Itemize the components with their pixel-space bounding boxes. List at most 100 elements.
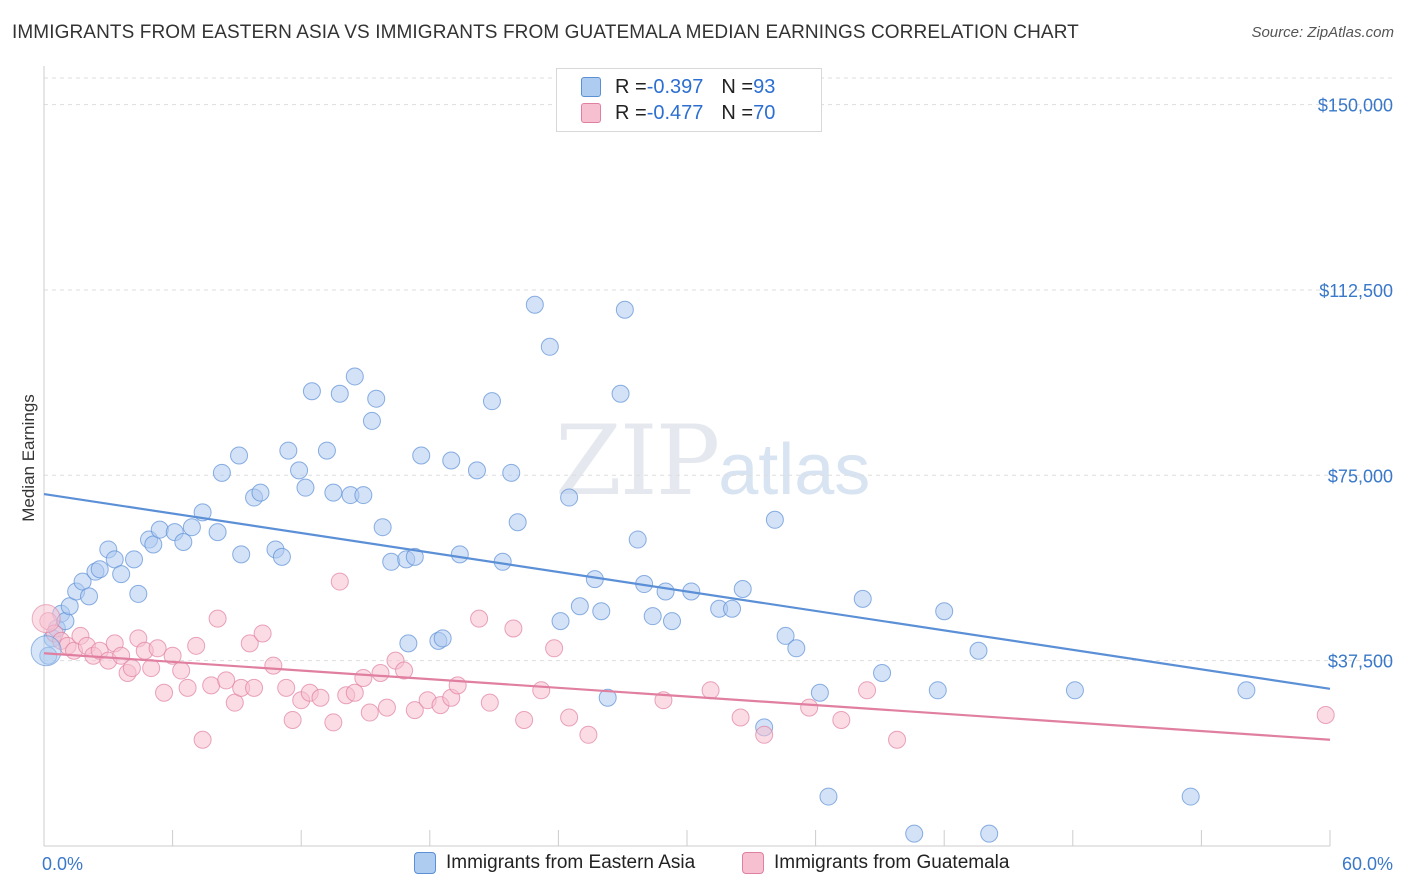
point-guatemala <box>324 713 343 732</box>
point-eastern-asia <box>969 641 988 660</box>
y-tick-label: $112,500 <box>1319 281 1393 301</box>
point-eastern-asia <box>399 634 418 653</box>
stats-legend-row-guatemala: R = -0.477 N = 70 <box>581 101 775 125</box>
point-guatemala <box>217 671 236 690</box>
legend-n-value: 93 <box>753 75 776 98</box>
point-guatemala <box>345 683 364 702</box>
point-eastern-asia <box>230 446 249 465</box>
series-legend-swatch-eastern-asia <box>414 852 436 874</box>
point-guatemala <box>283 710 302 729</box>
point-eastern-asia <box>935 602 954 621</box>
point-eastern-asia <box>1065 681 1084 700</box>
point-eastern-asia <box>125 550 144 569</box>
point-guatemala <box>504 619 523 638</box>
point-guatemala <box>202 676 221 695</box>
point-eastern-asia <box>508 513 527 532</box>
point-guatemala <box>405 701 424 720</box>
point-eastern-asia <box>290 461 309 480</box>
point-eastern-asia <box>182 518 201 537</box>
point-guatemala <box>480 693 499 712</box>
point-eastern-asia <box>296 478 315 497</box>
point-guatemala <box>187 636 206 655</box>
trend-line-eastern-asia <box>43 492 1331 690</box>
point-eastern-asia <box>450 545 469 564</box>
point-eastern-asia <box>174 533 193 552</box>
point-eastern-asia <box>615 300 634 319</box>
point-eastern-asia <box>373 518 392 537</box>
legend-n-label: N = <box>721 101 754 124</box>
point-eastern-asia <box>302 382 321 401</box>
legend-swatch-eastern-asia <box>581 77 601 97</box>
point-guatemala <box>172 661 191 680</box>
legend-swatch-guatemala <box>581 103 601 123</box>
y-axis-label: Median Earnings <box>19 394 38 522</box>
point-guatemala <box>515 710 534 729</box>
point-eastern-asia <box>433 629 452 648</box>
point-eastern-asia <box>853 589 872 608</box>
point-guatemala <box>193 730 212 749</box>
point-eastern-asia <box>129 584 148 603</box>
point-eastern-asia <box>873 664 892 683</box>
point-eastern-asia <box>105 550 124 569</box>
point-eastern-asia <box>502 463 521 482</box>
legend-r-value: -0.477 <box>646 101 704 124</box>
point-eastern-asia <box>442 451 461 470</box>
point-guatemala <box>240 634 259 653</box>
point-guatemala <box>579 725 598 744</box>
point-eastern-asia <box>345 367 364 386</box>
point-eastern-asia <box>560 488 579 507</box>
point-eastern-asia <box>330 384 349 403</box>
point-guatemala <box>142 659 161 678</box>
legend-n-value: 70 <box>753 101 776 124</box>
source-label: Source: ZipAtlas.com <box>1251 24 1394 41</box>
point-guatemala <box>208 609 227 628</box>
point-eastern-asia <box>317 441 336 460</box>
point-guatemala <box>253 624 272 643</box>
point-eastern-asia <box>272 547 291 566</box>
point-eastern-asia <box>382 552 401 571</box>
point-eastern-asia <box>765 510 784 529</box>
series-legend: Immigrants from Eastern Asia Immigrants … <box>0 852 1406 878</box>
x-tick-label: 60.0% <box>1342 854 1393 874</box>
point-eastern-asia <box>279 441 298 460</box>
point-eastern-asia <box>1237 681 1256 700</box>
point-guatemala <box>800 698 819 717</box>
y-tick-label: $150,000 <box>1318 96 1393 116</box>
point-eastern-asia <box>656 582 675 601</box>
point-eastern-asia <box>482 392 501 411</box>
point-eastern-asia <box>819 787 838 806</box>
legend-r-value: -0.397 <box>646 75 704 98</box>
legend-n-label: N = <box>721 75 754 98</box>
point-guatemala <box>532 681 551 700</box>
point-guatemala <box>330 572 349 591</box>
point-guatemala <box>277 678 296 697</box>
point-guatemala <box>311 688 330 707</box>
trend-line-guatemala <box>43 652 1331 741</box>
point-guatemala <box>888 730 907 749</box>
point-eastern-asia <box>611 384 630 403</box>
point-eastern-asia <box>251 483 270 502</box>
point-eastern-asia <box>643 607 662 626</box>
point-guatemala <box>225 693 244 712</box>
point-eastern-asia <box>540 337 559 356</box>
point-eastern-asia <box>324 483 343 502</box>
point-eastern-asia <box>628 530 647 549</box>
point-guatemala <box>377 698 396 717</box>
point-guatemala <box>354 668 373 687</box>
point-eastern-asia <box>367 389 386 408</box>
series-legend-label: Immigrants from Eastern Asia <box>446 852 696 873</box>
point-guatemala <box>155 683 174 702</box>
point-guatemala <box>264 656 283 675</box>
point-eastern-asia <box>405 547 424 566</box>
series-legend-item-guatemala[interactable]: Immigrants from Guatemala <box>742 852 1009 874</box>
x-tick-label: 0.0% <box>42 854 83 874</box>
point-eastern-asia <box>592 602 611 621</box>
point-guatemala <box>858 681 877 700</box>
point-eastern-asia <box>362 411 381 430</box>
point-guatemala <box>470 609 489 628</box>
stats-legend-row-eastern-asia: R = -0.397 N = 93 <box>581 75 775 99</box>
point-eastern-asia <box>412 446 431 465</box>
series-legend-item-eastern-asia[interactable]: Immigrants from Eastern Asia <box>414 852 695 874</box>
point-eastern-asia <box>30 635 62 667</box>
